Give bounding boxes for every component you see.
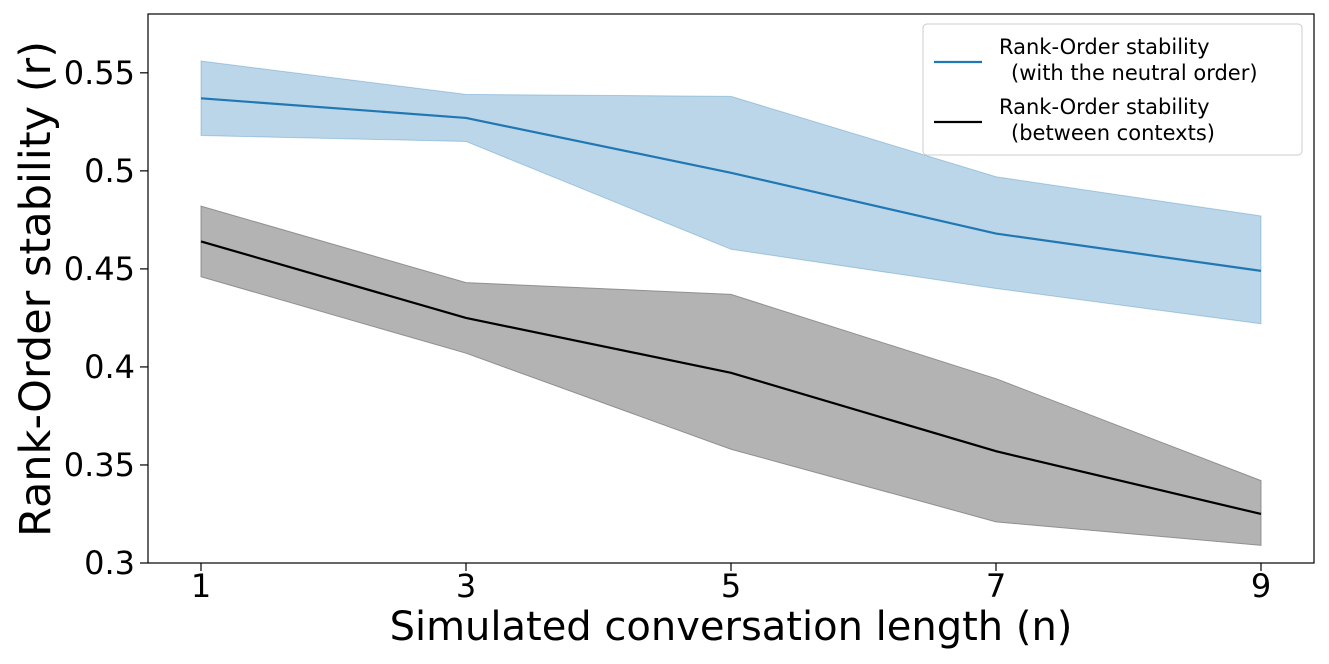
x-axis-label: Simulated conversation length (n) [390, 604, 1073, 650]
series-line-neutral-order [200, 97, 1262, 272]
series-lines [200, 97, 1262, 516]
legend-label-neutral-order-line2: (with the neutral order) [1011, 61, 1258, 85]
y-tick-label: 0.3 [84, 544, 135, 582]
y-tick-label: 0.35 [64, 446, 135, 484]
x-axis-ticks: 1 3 5 7 9 [191, 563, 1271, 605]
x-tick-label: 1 [191, 567, 211, 605]
legend: Rank-Order stability (with the neutral o… [922, 23, 1303, 156]
confidence-bands [200, 60, 1262, 546]
y-tick-label: 0.4 [84, 348, 135, 386]
y-axis-ticks: 0.3 0.35 0.4 0.45 0.5 0.55 [64, 54, 148, 582]
x-tick-label: 5 [721, 567, 741, 605]
x-tick-label: 9 [1251, 567, 1271, 605]
confidence-band-neutral-order [200, 60, 1262, 325]
y-tick-label: 0.5 [84, 152, 135, 190]
legend-label-between-contexts-line2: (between contexts) [1011, 121, 1215, 145]
legend-box [922, 23, 1303, 156]
y-tick-label: 0.45 [64, 250, 135, 288]
legend-label-between-contexts-line1: Rank-Order stability [999, 95, 1210, 119]
x-tick-label: 7 [986, 567, 1006, 605]
series-line-between-contexts [200, 240, 1262, 516]
y-axis-label: Rank-Order stability (r) [11, 41, 61, 537]
legend-label-neutral-order-line1: Rank-Order stability [999, 35, 1210, 59]
confidence-band-between-contexts [200, 205, 1262, 546]
x-tick-label: 3 [456, 567, 476, 605]
y-tick-label: 0.55 [64, 54, 135, 92]
